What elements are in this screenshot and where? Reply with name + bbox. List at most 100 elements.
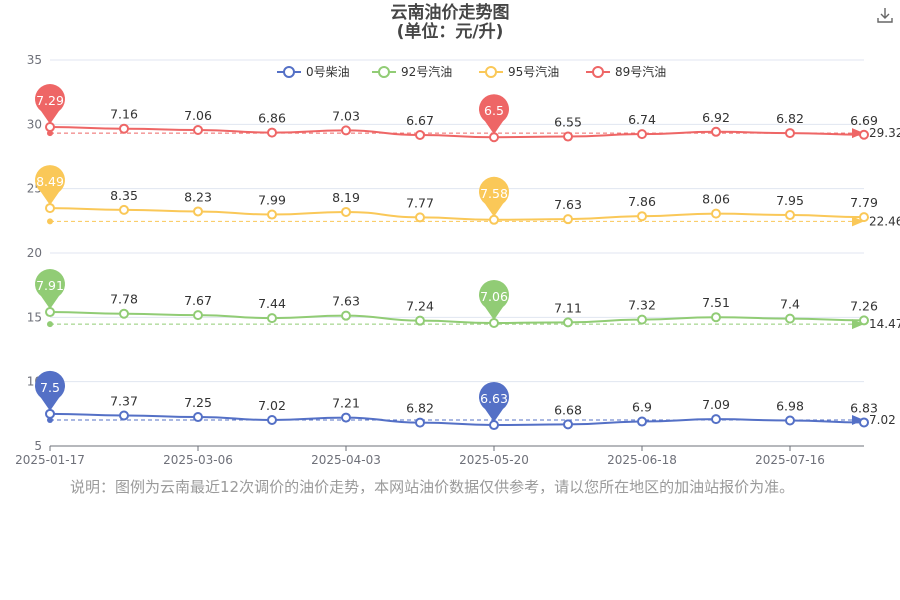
data-label: 7.26 [850,298,878,313]
data-point[interactable] [119,204,129,215]
min-pin-label: 7.06 [480,289,508,304]
data-point[interactable] [489,132,499,143]
data-label: 7.99 [258,193,286,208]
max-pin-marker [35,269,65,310]
min-pin-label: 6.5 [484,103,504,118]
data-point[interactable] [859,212,869,223]
series-line-0 [49,412,865,427]
legend-item-1[interactable]: 92号汽油 [401,64,452,79]
data-point[interactable] [637,211,647,222]
data-point[interactable] [637,314,647,325]
data-point[interactable] [341,206,351,217]
average-end-arrow [852,319,864,330]
data-point[interactable] [45,203,55,214]
series-line-2 [49,207,865,221]
data-point[interactable] [711,312,721,323]
x-tick-label: 2025-06-18 [607,453,677,467]
data-point[interactable] [711,208,721,219]
data-label: 6.68 [554,402,582,417]
chart-subtitle: (单位：元/升) [396,22,504,42]
legend-marker[interactable] [283,66,295,78]
data-point[interactable] [489,214,499,225]
legend-item-2[interactable]: 95号汽油 [508,64,559,79]
data-label: 7.06 [184,108,212,123]
data-point[interactable] [267,209,277,220]
average-label: 29.32 [869,126,900,140]
data-label: 8.23 [184,189,212,204]
data-point[interactable] [859,315,869,326]
data-label: 6.98 [776,399,804,414]
data-label: 7.11 [554,300,582,315]
data-point[interactable] [415,315,425,326]
data-point[interactable] [859,417,869,428]
max-pin-marker [35,84,65,125]
data-point[interactable] [45,122,55,133]
data-label: 7.03 [332,108,360,123]
x-tick-label: 2025-01-17 [15,453,85,467]
data-point[interactable] [193,124,203,135]
data-point[interactable] [711,126,721,137]
legend-marker[interactable] [485,66,497,78]
data-point[interactable] [45,408,55,419]
data-point[interactable] [563,131,573,142]
data-point[interactable] [785,415,795,426]
data-point[interactable] [489,317,499,328]
data-point[interactable] [637,129,647,140]
data-point[interactable] [859,129,869,140]
y-tick-label: 30 [27,117,42,131]
data-label: 7.63 [332,294,360,309]
data-point[interactable] [193,206,203,217]
data-point[interactable] [341,310,351,321]
data-label: 7.95 [776,193,804,208]
data-label: 8.06 [702,192,730,207]
x-tick-label: 2025-07-16 [755,453,825,467]
data-point[interactable] [489,420,499,431]
download-icon[interactable] [876,6,894,24]
data-point[interactable] [119,410,129,421]
data-point[interactable] [415,212,425,223]
data-label: 7.32 [628,298,656,313]
max-pin-label: 7.91 [36,278,64,293]
data-point[interactable] [785,128,795,139]
data-label: 7.21 [332,396,360,411]
y-tick-label: 5 [34,439,42,453]
data-point[interactable] [267,127,277,138]
data-point[interactable] [341,412,351,423]
data-point[interactable] [711,414,721,425]
x-tick-label: 2025-03-06 [163,453,233,467]
data-label: 6.67 [406,113,434,128]
data-label: 7.79 [850,195,878,210]
legend-marker[interactable] [378,66,390,78]
data-point[interactable] [785,313,795,324]
data-point[interactable] [193,412,203,423]
legend-item-3[interactable]: 89号汽油 [615,64,666,79]
data-point[interactable] [267,415,277,426]
data-point[interactable] [341,125,351,136]
data-point[interactable] [119,123,129,134]
average-end-arrow [852,415,864,426]
data-point[interactable] [563,317,573,328]
average-start-dot [47,218,53,225]
data-point[interactable] [45,307,55,318]
data-point[interactable] [637,416,647,427]
data-point[interactable] [415,130,425,141]
data-point[interactable] [563,214,573,225]
data-label: 8.35 [110,188,138,203]
data-point[interactable] [563,419,573,430]
data-label: 8.19 [332,190,360,205]
data-point[interactable] [193,310,203,321]
legend-marker[interactable] [592,66,604,78]
data-label: 7.51 [702,295,730,310]
max-pin-label: 7.29 [36,93,64,108]
legend-item-0[interactable]: 0号柴油 [306,65,350,79]
data-label: 7.63 [554,197,582,212]
x-tick-label: 2025-05-20 [459,453,529,467]
chart-note: 说明：图例为云南最近12次调价的油价走势，本网站油价数据仅供参考，请以您所在地区… [70,478,795,496]
data-point[interactable] [119,308,129,319]
series-line-1 [49,311,865,324]
data-point[interactable] [415,417,425,428]
data-label: 7.4 [780,297,800,312]
data-point[interactable] [267,313,277,324]
data-point[interactable] [785,210,795,221]
